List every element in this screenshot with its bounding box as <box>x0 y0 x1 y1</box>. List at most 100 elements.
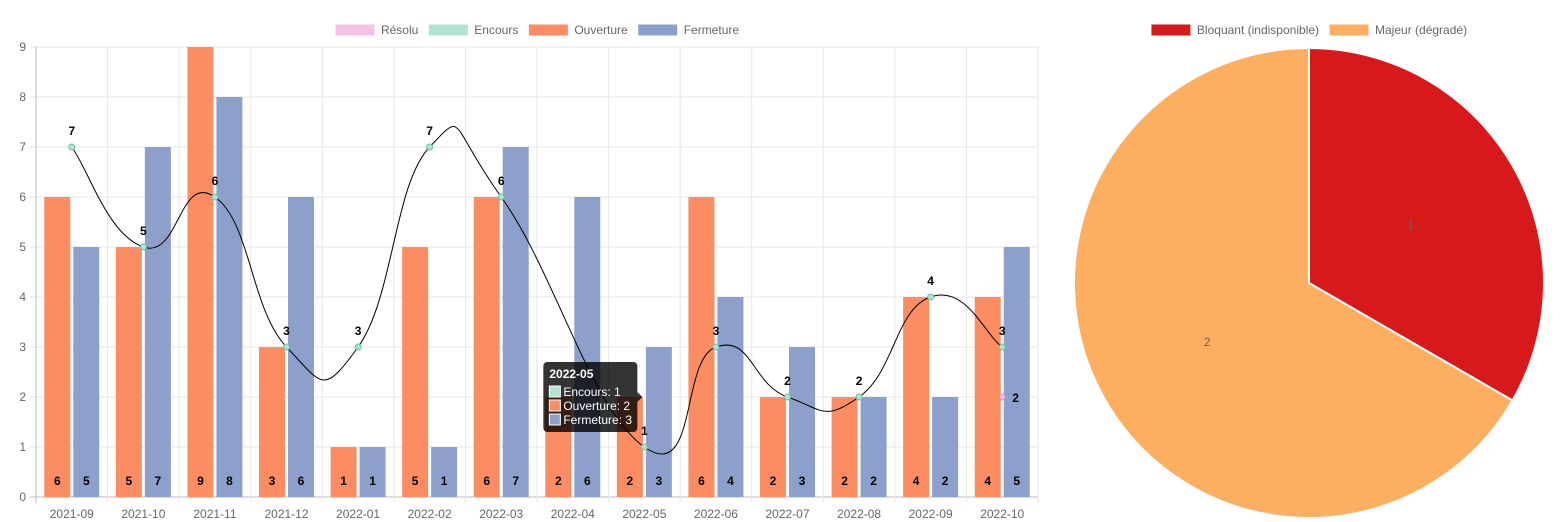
legend-swatch-majeur-degrade <box>1328 23 1370 37</box>
x-tick-label: 2021-12 <box>264 507 308 521</box>
legend-label-fermeture: Fermeture <box>684 23 740 37</box>
bar-value-label: 7 <box>155 474 162 488</box>
bar-value-label: 1 <box>441 474 448 488</box>
bar-fermeture <box>717 297 744 497</box>
encours-point <box>712 343 720 351</box>
bar-value-label: 5 <box>126 474 133 488</box>
legend-label-resolu: Résolu <box>381 23 418 37</box>
bar-fermeture <box>932 397 959 497</box>
x-tick-label: 2022-06 <box>694 507 738 521</box>
y-tick-label: 0 <box>19 490 26 504</box>
y-tick-label: 7 <box>19 140 26 154</box>
pie-slice-label: 2 <box>1204 335 1211 349</box>
legend-swatch-fermeture <box>637 23 679 37</box>
bar-value-label: 7 <box>512 474 519 488</box>
bar-value-label: 1 <box>369 474 376 488</box>
encours-point-label: 3 <box>283 324 290 338</box>
y-tick-label: 9 <box>19 40 26 54</box>
legend-item-encours[interactable]: Encours <box>427 23 518 37</box>
x-tick-label: 2022-03 <box>479 507 523 521</box>
tooltip-line-fermeture: Fermeture: 3 <box>563 413 632 427</box>
bar-ouverture <box>187 47 214 497</box>
encours-point <box>998 343 1006 351</box>
bar-ouverture <box>259 347 285 497</box>
y-tick-label: 8 <box>19 90 26 104</box>
encours-point-label: 1 <box>641 424 648 438</box>
encours-point-label: 4 <box>927 274 934 288</box>
pie-slice-majeur-degrade <box>1073 46 1514 519</box>
bar-chart-bars <box>44 47 1030 497</box>
bar-ouverture <box>473 197 500 497</box>
bar-fermeture <box>860 397 887 497</box>
bar-chart-labels: 6 5 5 7 9 8 3 6 1 1 5 1 6 7 2 6 2 3 6 4 2 3 2 2 4 2 4 5 7 5 6 3 3 7 6 1 3 2 2 4… <box>54 124 1020 488</box>
encours-point <box>283 343 290 351</box>
encours-point-label: 6 <box>498 174 505 188</box>
tooltip-title: 2022-05 <box>549 367 593 381</box>
bar-value-label: 2 <box>942 474 949 488</box>
encours-line <box>68 126 1006 455</box>
bar-value-label: 5 <box>1013 474 1020 488</box>
y-tick-label: 2 <box>19 390 26 404</box>
bar-fermeture <box>789 347 815 497</box>
legend-item-resolu[interactable]: Résolu <box>334 23 418 37</box>
pie-chart-legend[interactable]: Bloquant (indisponible) Majeur (dégradé) <box>1150 23 1467 37</box>
bar-value-label: 6 <box>298 474 305 488</box>
encours-point <box>68 143 76 151</box>
x-tick-label: 2021-11 <box>193 507 236 521</box>
tooltip-swatch-encours <box>548 385 561 398</box>
tooltip-swatch-ouverture <box>548 399 561 412</box>
y-tick-label: 1 <box>19 440 26 454</box>
legend-item-majeur-degrade[interactable]: Majeur (dégradé) <box>1328 23 1467 37</box>
encours-point-label: 7 <box>68 124 75 138</box>
legend-item-bloquant-indisponible[interactable]: Bloquant (indisponible) <box>1150 23 1319 37</box>
encours-point-label: 5 <box>140 224 147 238</box>
bar-value-label: 2 <box>555 474 562 488</box>
encours-point <box>640 443 648 451</box>
x-tick-label: 2022-05 <box>622 507 666 521</box>
bar-value-label: 6 <box>698 474 705 488</box>
bar-ouverture <box>330 447 357 497</box>
bar-fermeture <box>1003 247 1030 497</box>
y-tick-label: 4 <box>19 290 26 304</box>
bar-ouverture <box>903 297 930 497</box>
tooltip-swatch-fermeture <box>548 413 561 426</box>
tooltip-caret <box>637 392 643 402</box>
bar-value-label: 3 <box>799 474 806 488</box>
bar-value-label: 3 <box>656 474 663 488</box>
bar-chart-axes: 0 1 2 3 4 5 6 7 8 9 2021-09 2021-10 2021-11 2021-12 20… <box>19 40 1024 521</box>
x-tick-label: 2022-07 <box>765 507 809 521</box>
encours-point <box>855 393 863 401</box>
bar-fermeture <box>645 347 672 497</box>
legend-item-ouverture[interactable]: Ouverture <box>527 23 628 37</box>
bar-chart-legend[interactable]: Résolu Encours Ouverture Fermeture <box>334 23 740 37</box>
bar-value-label: 6 <box>483 474 490 488</box>
bar-value-label: 2 <box>627 474 634 488</box>
bar-fermeture <box>431 447 458 497</box>
encours-point-label: 6 <box>212 174 219 188</box>
tooltip-line-ouverture: Ouverture: 2 <box>563 399 630 413</box>
bar-ouverture <box>44 197 71 497</box>
bar-fermeture <box>73 247 100 497</box>
encours-point <box>927 293 935 301</box>
encours-point <box>139 243 147 251</box>
encours-point-label: 3 <box>713 324 720 338</box>
x-tick-label: 2022-02 <box>408 507 452 521</box>
bar-value-label: 6 <box>584 474 591 488</box>
pie-chart: 12 <box>1073 46 1545 519</box>
legend-swatch-bloquant-indisponible <box>1150 23 1192 37</box>
bar-value-label: 2 <box>770 474 777 488</box>
bar-value-label: 3 <box>269 474 276 488</box>
tooltip-line-encours: Encours: 1 <box>563 385 621 399</box>
y-tick-label: 5 <box>19 240 26 254</box>
bar-value-label: 1 <box>340 474 347 488</box>
bar-ouverture <box>402 247 429 497</box>
bar-ouverture <box>688 197 715 497</box>
legend-swatch-encours <box>427 23 469 37</box>
legend-item-fermeture[interactable]: Fermeture <box>637 23 740 37</box>
y-tick-label: 3 <box>19 340 26 354</box>
encours-point-label: 2 <box>856 374 863 388</box>
bar-value-label: 4 <box>984 474 991 488</box>
legend-label-encours: Encours <box>474 23 518 37</box>
